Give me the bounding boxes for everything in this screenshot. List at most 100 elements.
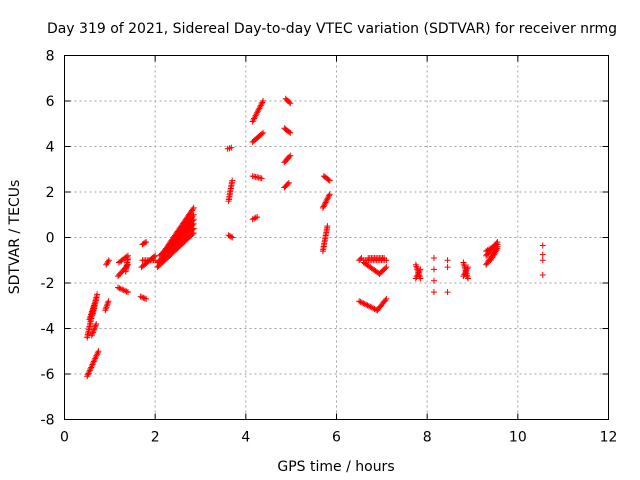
data-point: [119, 286, 126, 293]
data-point: [324, 223, 331, 230]
chart-title: Day 319 of 2021, Sidereal Day-to-day VTE…: [47, 21, 617, 37]
y-tick-label: -2: [41, 276, 55, 292]
data-point: [92, 355, 99, 362]
data-point: [140, 294, 147, 301]
data-point: [325, 194, 332, 201]
data-point: [493, 242, 500, 249]
data-point: [258, 130, 265, 137]
data-points: [84, 95, 546, 380]
data-point: [417, 266, 424, 273]
data-point: [143, 295, 150, 302]
data-point: [539, 251, 546, 258]
y-tick-label: 6: [46, 94, 55, 110]
data-point: [260, 129, 267, 136]
x-axis-label: GPS time / hours: [277, 459, 394, 475]
data-point: [94, 291, 101, 298]
y-tick-label: 4: [46, 140, 55, 156]
data-point: [141, 295, 148, 302]
data-point: [382, 297, 389, 304]
data-point: [286, 99, 293, 106]
data-point: [88, 362, 95, 369]
data-point: [254, 108, 261, 115]
data-point: [286, 128, 293, 135]
data-point: [229, 177, 236, 184]
data-point: [229, 234, 236, 241]
data-point: [137, 293, 144, 300]
data-point: [257, 102, 264, 109]
data-point: [89, 329, 96, 336]
data-point: [321, 200, 328, 207]
data-point: [141, 239, 148, 246]
data-point: [326, 177, 333, 184]
data-point: [539, 257, 546, 264]
data-point: [95, 348, 102, 355]
data-point: [92, 322, 99, 329]
y-tick-label: -8: [41, 413, 55, 429]
data-point: [86, 367, 93, 374]
data-point: [190, 216, 197, 223]
y-tick-label: 2: [46, 185, 55, 201]
data-point: [124, 289, 131, 296]
data-point: [326, 191, 333, 198]
data-point: [123, 253, 130, 260]
data-point: [251, 215, 258, 222]
data-point: [124, 254, 131, 261]
data-point: [361, 301, 368, 307]
data-point: [357, 256, 364, 263]
data-point: [91, 357, 98, 364]
data-point: [494, 245, 501, 252]
data-point: [117, 285, 124, 292]
data-point: [287, 129, 294, 136]
data-point: [320, 203, 327, 210]
data-point: [87, 365, 94, 372]
data-point: [358, 299, 365, 306]
data-point: [365, 303, 372, 310]
y-tick-label: 0: [46, 231, 55, 247]
x-tick-label: 0: [60, 430, 69, 446]
data-point: [285, 179, 292, 186]
data-point: [90, 358, 97, 365]
axis-ticks: 0 2 4 6 8 10 12 -8 -6 -4 -2 0 2 4 6 8: [41, 49, 618, 446]
data-point: [93, 320, 100, 327]
data-point: [383, 295, 390, 302]
data-point: [251, 115, 258, 122]
data-point: [92, 323, 99, 330]
data-point: [251, 114, 258, 121]
data-point: [123, 288, 130, 295]
data-point: [116, 285, 123, 292]
x-tick-label: 10: [509, 430, 527, 446]
data-point: [381, 254, 388, 261]
data-point: [103, 302, 110, 309]
data-point: [430, 289, 437, 296]
data-point: [103, 304, 110, 311]
data-point: [257, 103, 264, 110]
data-point: [539, 272, 546, 279]
x-tick-label: 6: [332, 430, 341, 446]
data-point: [255, 106, 262, 113]
data-point: [102, 307, 109, 314]
data-point: [368, 304, 375, 311]
data-point: [356, 298, 363, 305]
data-point: [539, 242, 546, 249]
data-point: [444, 264, 451, 271]
data-point: [360, 300, 367, 307]
data-point: [89, 330, 96, 337]
y-axis-label: SDTVAR / TECUs: [7, 180, 23, 295]
data-point: [464, 264, 471, 271]
data-point: [258, 175, 265, 182]
data-point: [259, 99, 266, 106]
data-point: [85, 370, 92, 377]
data-point: [84, 371, 91, 378]
data-point: [258, 100, 265, 107]
data-point: [323, 198, 330, 205]
data-point: [444, 257, 451, 264]
data-point: [90, 326, 97, 333]
data-point: [90, 360, 97, 367]
y-tick-label: 8: [46, 49, 55, 65]
data-point: [252, 112, 259, 119]
y-tick-label: -6: [41, 367, 55, 383]
data-point: [286, 153, 293, 160]
data-point: [260, 98, 267, 104]
data-point: [370, 305, 377, 312]
